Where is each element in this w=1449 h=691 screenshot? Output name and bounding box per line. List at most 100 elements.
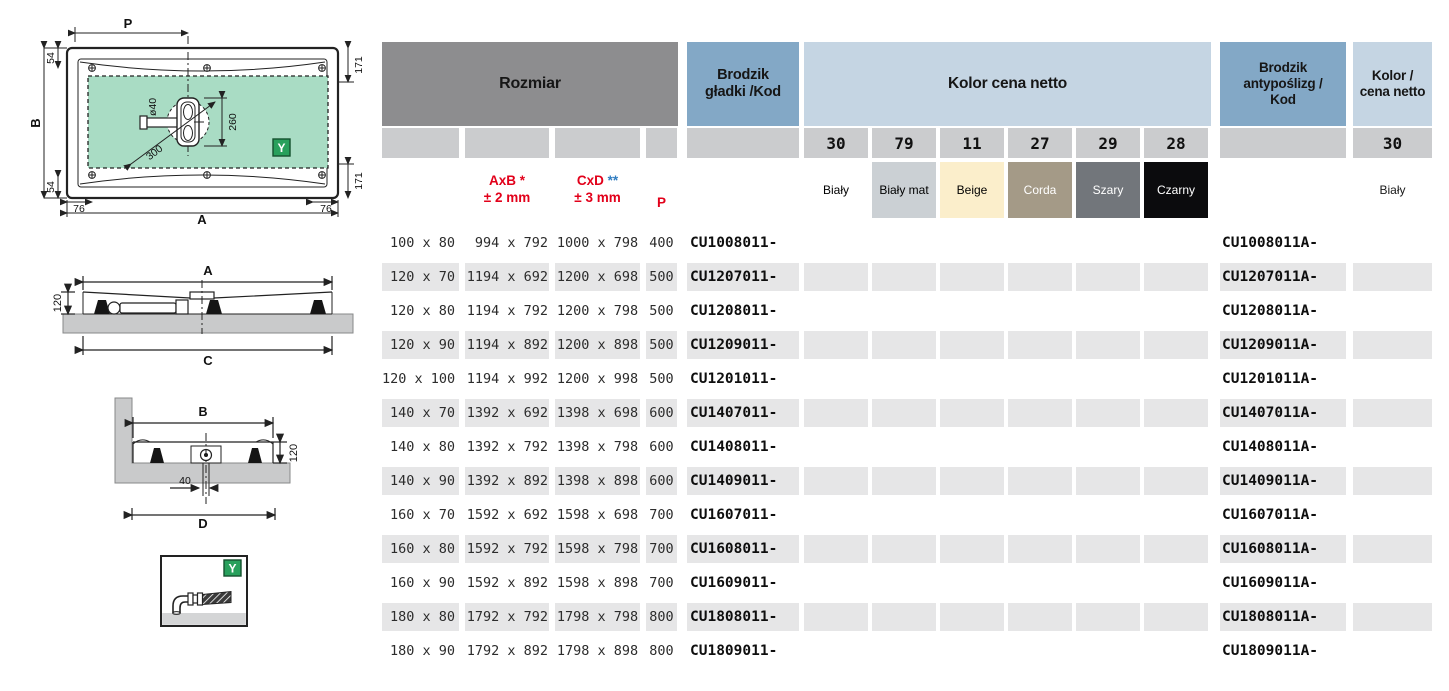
size-cell: 180 x 90	[389, 643, 455, 659]
table-row: 140 x 80 1392 x 792 1398 x 798 600 CU140…	[0, 428, 1449, 462]
color-code-28: 28	[1144, 128, 1208, 158]
dimension-lines	[40, 27, 354, 217]
cxd-cell: 1200 x 998	[556, 371, 639, 387]
smooth-code-cell: CU1608011-	[687, 535, 799, 563]
cxd-asterisks: **	[607, 173, 619, 189]
antislip-price-cell	[1353, 501, 1432, 529]
p-cell: 700	[649, 507, 674, 523]
axb-cell: 1592 x 892	[466, 575, 548, 591]
price-cell-28	[1144, 399, 1208, 427]
antislip-price-cell	[1353, 637, 1432, 665]
price-cell-79	[872, 229, 936, 257]
price-cell-30	[804, 535, 868, 563]
size-cell: 160 x 90	[389, 575, 455, 591]
header-color-price-2: Kolor / cena netto	[1353, 42, 1432, 126]
price-cell-11	[940, 399, 1004, 427]
p-cell: 600	[649, 439, 674, 455]
axb-cell: 1194 x 692	[465, 263, 549, 291]
price-cell-27	[1008, 433, 1072, 461]
cxd-cell: 1200 x 798	[556, 303, 639, 319]
price-cell-27	[1008, 467, 1072, 495]
antislip-code-cell: CU1207011A-	[1220, 263, 1346, 291]
antislip-code-cell: CU1408011A-	[1222, 439, 1319, 455]
price-cell-29	[1076, 297, 1140, 325]
price-cell-79	[872, 569, 936, 597]
axb-cell: 1592 x 792	[465, 535, 549, 563]
axb-cell: 1392 x 892	[465, 467, 549, 495]
dim-120-label: 120	[52, 294, 64, 312]
smooth-code-cell: CU1207011-	[687, 263, 799, 291]
price-cell-28	[1144, 229, 1208, 257]
price-cell-30	[804, 637, 868, 665]
antislip-price-cell	[1353, 331, 1432, 359]
drain-pipe-icon	[172, 590, 232, 615]
dim-171-top-label: 171	[353, 56, 365, 74]
antislip-code-cell: CU1607011A-	[1222, 507, 1319, 523]
dim-b-label: B	[198, 405, 207, 419]
axb-tolerance: ± 2 mm	[483, 190, 531, 205]
side-view-drawing: A 120 C	[52, 263, 354, 368]
price-cell-27	[1008, 297, 1072, 325]
screw-icons	[88, 64, 326, 179]
smooth-code-cell: CU1008011-	[690, 235, 778, 251]
header-smooth-line1: Brodzik	[717, 66, 769, 83]
price-cell-29	[1076, 569, 1140, 597]
top-view-drawing: P B A 54 54 171 171 76 76 ø40 260 300 Y	[28, 16, 365, 226]
size-cell: 120 x 90	[382, 331, 459, 359]
price-cell-28	[1144, 501, 1208, 529]
subheader-p: P	[646, 162, 677, 218]
p-cell: 500	[646, 331, 677, 359]
price-cell-79	[872, 365, 936, 393]
header-anti-line2: antypoślizg /	[1243, 75, 1323, 91]
size-cell: 140 x 80	[389, 439, 455, 455]
price-cell-79	[872, 535, 936, 563]
cxd-tolerance: ± 3 mm	[574, 190, 621, 205]
price-cell-27	[1008, 637, 1072, 665]
price-cell-28	[1144, 637, 1208, 665]
dim-171-bottom-label: 171	[353, 172, 365, 190]
tray-outline	[65, 46, 340, 200]
color-name-szary: Szary	[1076, 162, 1140, 218]
price-cell-11	[940, 467, 1004, 495]
antislip-color-code: 30	[1353, 128, 1432, 158]
table-row: 140 x 90 1392 x 892 1398 x 898 600 CU140…	[0, 462, 1449, 496]
dim-54-top-label: 54	[45, 52, 57, 64]
antislip-price-cell	[1353, 467, 1432, 495]
price-cell-11	[940, 433, 1004, 461]
price-cell-11	[940, 263, 1004, 291]
p-cell: 700	[649, 575, 674, 591]
price-cell-11	[940, 603, 1004, 631]
size-cell: 100 x 80	[389, 235, 455, 251]
dim-54-bottom-label: 54	[45, 181, 57, 193]
axb-cell: 1194 x 792	[466, 303, 548, 319]
price-cell-30	[804, 467, 868, 495]
table-row: 120 x 100 1194 x 992 1200 x 998 500 CU12…	[0, 360, 1449, 394]
header-smooth-line2: gładki /Kod	[705, 84, 781, 100]
price-cell-28	[1144, 535, 1208, 563]
table-row: 140 x 70 1392 x 692 1398 x 698 600 CU140…	[0, 394, 1449, 428]
price-cell-29	[1076, 229, 1140, 257]
axb-cell: 1194 x 892	[465, 331, 549, 359]
color-code-29: 29	[1076, 128, 1140, 158]
price-cell-28	[1144, 569, 1208, 597]
antislip-price-cell	[1353, 297, 1432, 325]
antislip-code-cell: CU1407011A-	[1220, 399, 1346, 427]
header-color-price-label: Kolor cena netto	[947, 75, 1068, 92]
antislip-code-cell: CU1008011A-	[1222, 235, 1319, 251]
price-cell-29	[1076, 637, 1140, 665]
p-cell: 700	[646, 535, 677, 563]
subheader-axb: AxB * ± 2 mm	[465, 162, 549, 218]
color-code-79: 79	[872, 128, 936, 158]
axb-cell: 1194 x 992	[466, 371, 548, 387]
header-smooth-tray: Brodzik gładki /Kod	[687, 42, 799, 126]
header-color2-line2: cena netto	[1359, 84, 1426, 99]
header-anti-line1: Brodzik	[1258, 59, 1308, 75]
price-cell-79	[872, 501, 936, 529]
color-name-czarny: Czarny	[1144, 162, 1208, 218]
smooth-code-cell: CU1809011-	[690, 643, 778, 659]
svg-text:Y: Y	[277, 141, 285, 155]
antislip-color-name: Biały	[1379, 183, 1406, 197]
header-rozmiar: Rozmiar	[382, 42, 678, 126]
cxd-cell: 1798 x 798	[555, 603, 640, 631]
dim-d-label: D	[198, 516, 207, 530]
